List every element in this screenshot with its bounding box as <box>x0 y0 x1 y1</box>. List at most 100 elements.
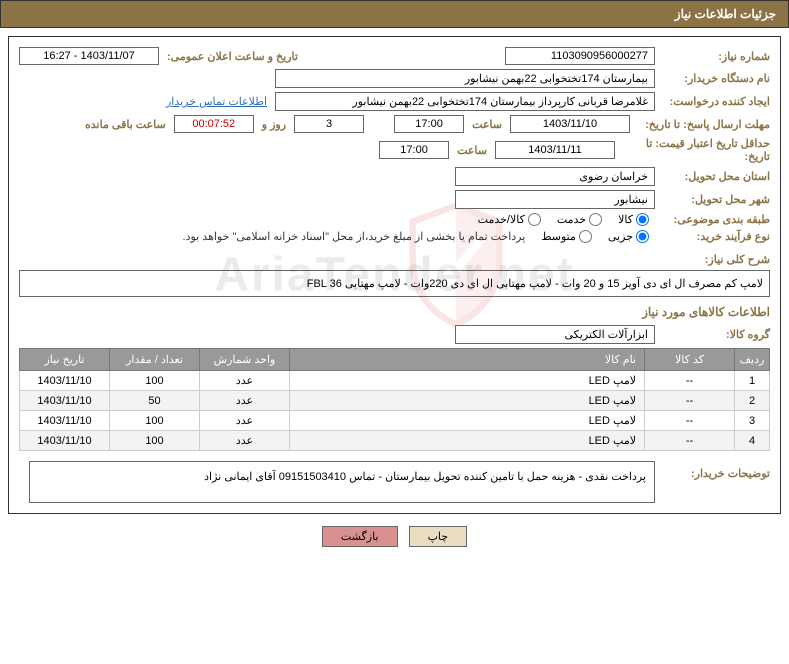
cell-idx: 1 <box>735 371 770 391</box>
field-buyer-org: بیمارستان 174تختخوابی 22بهمن نیشابور <box>275 69 655 88</box>
label-remaining: ساعت باقی مانده <box>77 118 174 131</box>
back-button[interactable]: بازگشت <box>322 526 398 547</box>
row-response-deadline: مهلت ارسال پاسخ: تا تاریخ: 1403/11/10 سا… <box>19 115 770 133</box>
cell-code: -- <box>645 411 735 431</box>
items-table: ردیف کد کالا نام کالا واحد شمارش تعداد /… <box>19 348 770 451</box>
radio-both-input[interactable] <box>528 213 541 226</box>
buyer-contact-link[interactable]: اطلاعات تماس خریدار <box>166 95 267 108</box>
label-days-and: روز و <box>254 118 294 131</box>
field-announce-dt: 1403/11/07 - 16:27 <box>19 47 159 65</box>
th-qty: تعداد / مقدار <box>110 349 200 371</box>
th-code: کد کالا <box>645 349 735 371</box>
buyer-notes-box: پرداخت نقدی - هزینه حمل با تامین کننده ت… <box>29 461 655 503</box>
cell-date: 1403/11/10 <box>20 411 110 431</box>
radio-both[interactable]: کالا/خدمت <box>472 213 547 226</box>
table-row: 2--لامپ LEDعدد501403/11/10 <box>20 391 770 411</box>
cell-date: 1403/11/10 <box>20 371 110 391</box>
radio-small[interactable]: جزیی <box>602 230 655 243</box>
field-need-no: 1103090956000277 <box>505 47 655 65</box>
cell-name: لامپ LED <box>290 431 645 451</box>
field-resp-date: 1403/11/10 <box>510 115 630 133</box>
cell-qty: 100 <box>110 411 200 431</box>
process-radio-group: جزیی متوسط <box>535 230 655 243</box>
label-hour-1: ساعت <box>464 118 510 131</box>
cell-name: لامپ LED <box>290 411 645 431</box>
label-goods-group: گروه کالا: <box>655 328 770 341</box>
row-process-type: نوع فرآیند خرید: جزیی متوسط پرداخت تمام … <box>19 230 770 243</box>
field-province: خراسان رضوی <box>455 167 655 186</box>
cell-idx: 3 <box>735 411 770 431</box>
footer-buttons: چاپ بازگشت <box>0 526 789 547</box>
items-section-title: اطلاعات کالاهای مورد نیاز <box>19 305 770 319</box>
table-row: 3--لامپ LEDعدد1001403/11/10 <box>20 411 770 431</box>
radio-medium[interactable]: متوسط <box>535 230 598 243</box>
general-desc-box: لامپ کم مصرف ال ای دی آویز 15 و 20 وات -… <box>19 270 770 297</box>
th-name: نام کالا <box>290 349 645 371</box>
label-need-no: شماره نیاز: <box>655 50 770 63</box>
cell-name: لامپ LED <box>290 371 645 391</box>
form-container: AriaTender.net شماره نیاز: 1103090956000… <box>8 36 781 514</box>
radio-both-label: کالا/خدمت <box>478 213 525 226</box>
field-goods-group: ابزارآلات الکتریکی <box>455 325 655 344</box>
label-process-type: نوع فرآیند خرید: <box>655 230 770 243</box>
radio-goods-input[interactable] <box>636 213 649 226</box>
label-buyer-notes: توضیحات خریدار: <box>655 461 770 480</box>
cell-idx: 2 <box>735 391 770 411</box>
row-need-number: شماره نیاز: 1103090956000277 تاریخ و ساع… <box>19 47 770 65</box>
table-row: 1--لامپ LEDعدد1001403/11/10 <box>20 371 770 391</box>
row-province: استان محل تحویل: خراسان رضوی <box>19 167 770 186</box>
field-requester: غلامرضا قربانی کارپرداز بیمارستان 174تخت… <box>275 92 655 111</box>
row-general-desc: شرح کلی نیاز: <box>19 253 770 266</box>
radio-service-input[interactable] <box>589 213 602 226</box>
radio-service[interactable]: خدمت <box>551 213 608 226</box>
th-date: تاریخ نیاز <box>20 349 110 371</box>
field-countdown: 00:07:52 <box>174 115 254 133</box>
print-button[interactable]: چاپ <box>409 526 468 547</box>
classification-radio-group: کالا خدمت کالا/خدمت <box>472 213 655 226</box>
page-header: جزئیات اطلاعات نیاز <box>0 0 789 28</box>
radio-small-input[interactable] <box>636 230 649 243</box>
row-min-validity: حداقل تاریخ اعتبار قیمت: تا تاریخ: 1403/… <box>19 137 770 163</box>
field-city: نیشابور <box>455 190 655 209</box>
cell-code: -- <box>645 391 735 411</box>
label-resp-deadline: مهلت ارسال پاسخ: تا تاریخ: <box>630 118 770 131</box>
radio-medium-input[interactable] <box>579 230 592 243</box>
label-hour-2: ساعت <box>449 144 495 157</box>
row-buyer-notes: توضیحات خریدار: پرداخت نقدی - هزینه حمل … <box>19 461 770 503</box>
label-general-desc: شرح کلی نیاز: <box>655 253 770 266</box>
row-city: شهر محل تحویل: نیشابور <box>19 190 770 209</box>
radio-medium-label: متوسط <box>541 230 576 243</box>
process-note: پرداخت تمام یا بخشی از مبلغ خرید،از محل … <box>183 230 526 243</box>
row-goods-group: گروه کالا: ابزارآلات الکتریکی <box>19 325 770 344</box>
label-city: شهر محل تحویل: <box>655 193 770 206</box>
row-buyer-org: نام دستگاه خریدار: بیمارستان 174تختخوابی… <box>19 69 770 88</box>
label-min-validity: حداقل تاریخ اعتبار قیمت: تا تاریخ: <box>615 137 770 163</box>
table-row: 4--لامپ LEDعدد1001403/11/10 <box>20 431 770 451</box>
th-idx: ردیف <box>735 349 770 371</box>
label-classification: طبقه بندی موضوعی: <box>655 213 770 226</box>
cell-date: 1403/11/10 <box>20 391 110 411</box>
label-buyer-org: نام دستگاه خریدار: <box>655 72 770 85</box>
cell-qty: 50 <box>110 391 200 411</box>
row-classification: طبقه بندی موضوعی: کالا خدمت کالا/خدمت <box>19 213 770 226</box>
label-requester: ایجاد کننده درخواست: <box>655 95 770 108</box>
cell-code: -- <box>645 371 735 391</box>
radio-goods-label: کالا <box>618 213 633 226</box>
field-valid-date: 1403/11/11 <box>495 141 615 159</box>
radio-service-label: خدمت <box>557 213 586 226</box>
field-valid-time: 17:00 <box>379 141 449 159</box>
row-requester: ایجاد کننده درخواست: غلامرضا قربانی کارپ… <box>19 92 770 111</box>
radio-small-label: جزیی <box>608 230 633 243</box>
cell-code: -- <box>645 431 735 451</box>
radio-goods[interactable]: کالا <box>612 213 655 226</box>
cell-date: 1403/11/10 <box>20 431 110 451</box>
cell-qty: 100 <box>110 371 200 391</box>
cell-unit: عدد <box>200 391 290 411</box>
cell-name: لامپ LED <box>290 391 645 411</box>
label-announce-dt: تاریخ و ساعت اعلان عمومی: <box>159 50 306 63</box>
field-resp-time: 17:00 <box>394 115 464 133</box>
cell-unit: عدد <box>200 431 290 451</box>
field-days-left: 3 <box>294 115 364 133</box>
cell-unit: عدد <box>200 371 290 391</box>
th-unit: واحد شمارش <box>200 349 290 371</box>
